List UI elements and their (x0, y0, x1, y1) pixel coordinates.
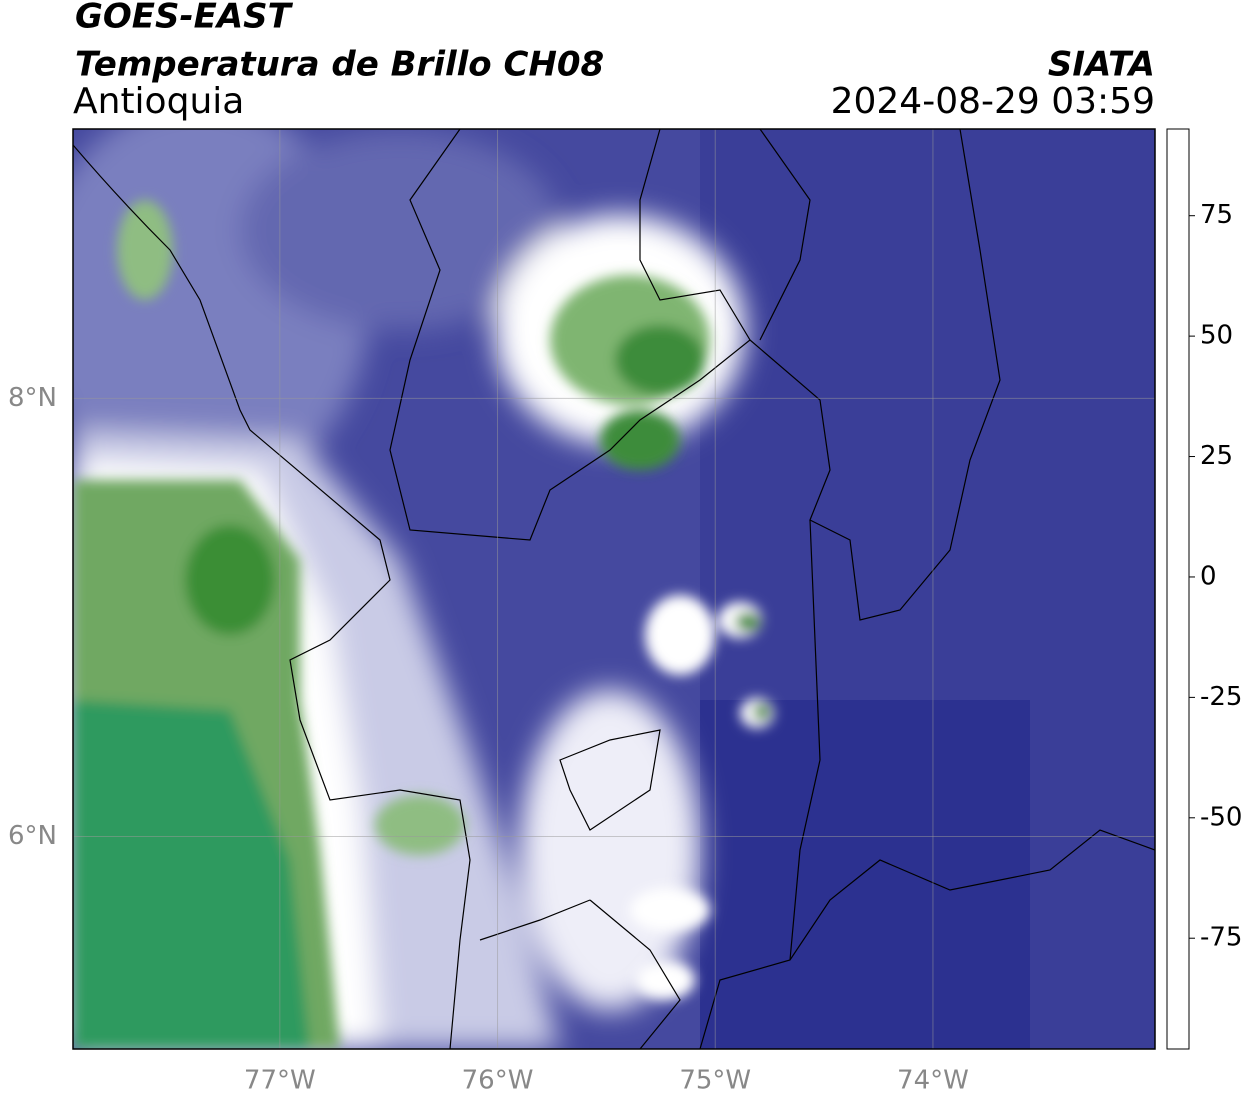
lat-tick-label: 8°N (8, 383, 57, 413)
product: Temperatura de Brillo CH08 (75, 45, 604, 85)
colorbar-tick-label: 25 (1200, 441, 1233, 471)
colorbar-tick-label: -25 (1200, 682, 1242, 712)
lon-tick-label: 75°W (679, 1066, 751, 1096)
borders (73, 129, 1155, 1049)
colorbar-tick-label: 75 (1200, 200, 1233, 230)
grid (73, 129, 1155, 1049)
agency: SIATA (1048, 45, 1155, 85)
colorbar (1166, 128, 1190, 1050)
colorbar-tick-label: -50 (1200, 802, 1242, 832)
map-frame (72, 128, 1156, 1050)
source: GOES-EAST (75, 0, 294, 37)
region: Antioquia (73, 81, 244, 122)
lat-tick-label: 6°N (8, 821, 57, 851)
lon-tick-label: 74°W (897, 1066, 969, 1096)
colorbar-tick-label: 50 (1200, 321, 1233, 351)
datetime: 2024-08-29 03:59 (831, 81, 1155, 122)
colorbar-tick-label: -75 (1200, 923, 1242, 953)
lon-tick-label: 76°W (462, 1066, 534, 1096)
colorbar-tick-label: 0 (1200, 561, 1217, 591)
lon-tick-label: 77°W (244, 1066, 316, 1096)
map-image (73, 129, 1155, 1049)
